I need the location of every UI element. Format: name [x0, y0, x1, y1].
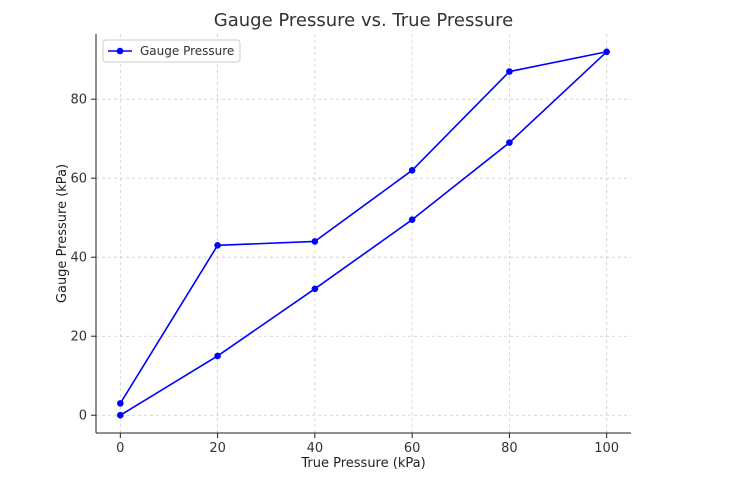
y-axis-ticks: 0 20 40 60 80: [70, 93, 96, 424]
y-tick-label: 20: [70, 330, 87, 345]
data-point: [214, 352, 221, 360]
axes: [95, 34, 631, 434]
y-tick-label: 80: [70, 93, 87, 108]
x-tick-label: 0: [116, 441, 124, 456]
data-point: [311, 285, 319, 293]
x-tick-label: 100: [594, 441, 619, 456]
data-point: [603, 48, 610, 56]
series-layer: [117, 48, 610, 419]
legend: Gauge Pressure: [102, 39, 241, 63]
x-tick-label: 80: [501, 441, 518, 456]
grid: [96, 34, 631, 433]
x-tick-label: 60: [404, 441, 421, 456]
series-line: [119, 50, 608, 416]
legend-box: [102, 39, 241, 63]
x-axis-ticks: 0 20 40 60 80 100: [116, 433, 619, 456]
y-tick-label: 40: [70, 251, 87, 266]
y-tick-label: 0: [79, 409, 87, 424]
data-point: [117, 411, 124, 419]
y-tick-label: 60: [70, 172, 87, 187]
x-tick-label: 40: [307, 441, 324, 456]
data-point: [506, 139, 513, 146]
legend-marker-swatch: [116, 47, 124, 55]
y-axis-title: Gauge Pressure (kPa): [55, 164, 70, 303]
x-tick-label: 20: [209, 441, 226, 456]
data-point: [408, 166, 416, 174]
data-point: [311, 238, 319, 245]
chart-title: Gauge Pressure vs. True Pressure: [214, 10, 513, 31]
data-point: [506, 68, 513, 75]
data-point: [117, 400, 124, 407]
x-axis-title: True Pressure (kPa): [300, 456, 425, 471]
legend-label: Gauge Pressure: [140, 44, 234, 58]
data-point: [408, 216, 416, 223]
data-point: [214, 242, 221, 249]
